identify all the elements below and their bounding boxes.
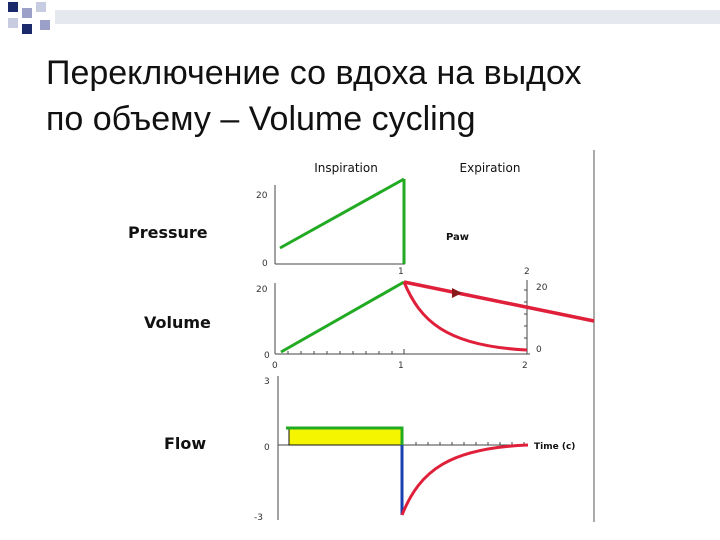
volume-panel: 20 0 20 0 [256,280,595,361]
pressure-expiration-line [403,280,595,323]
flow-tick-zero: 0 [264,443,270,453]
volume-right-minor-ticks [524,289,527,339]
flow-inspiration-line [286,426,404,445]
volume-tick-top: 20 [256,285,268,295]
pressure-label: Pressure [128,223,208,242]
time-tick-2-upper: 2 [524,267,530,277]
decor-square [8,18,18,28]
pressure-tick-top: 20 [256,191,268,201]
time-tick-2-lower: 2 [522,361,528,371]
decor-square [8,2,18,12]
time-axis-label: Time (c) [534,442,575,452]
title-decoration [0,0,720,44]
flow-label: Flow [164,434,206,453]
flow-expiration-curve [400,443,529,516]
decor-band [55,10,720,24]
volume-right-tick-top: 20 [536,283,548,293]
decor-square [36,2,46,12]
paw-label: Paw [446,232,469,243]
volume-right-tick-bottom: 0 [536,345,542,355]
flow-panel: 3 0 -3 Time (c) [254,376,575,523]
title-line-2: по объему – Volume cycling [46,100,476,138]
inspiration-header: Inspiration [314,161,378,175]
volume-tick-bottom: 0 [264,351,270,361]
time-tick-1-upper: 1 [398,267,404,277]
volume-inspiration-line [280,280,405,354]
expiration-header: Expiration [460,161,521,175]
volume-label: Volume [144,313,211,332]
decor-square [40,20,50,30]
flow-tick-bottom: -3 [254,513,263,523]
decor-square [22,8,32,18]
flow-tick-top: 3 [264,377,270,387]
expiration-arrowhead [452,288,462,298]
volume-expiration-curve [402,281,528,352]
flow-inspiration-area [288,427,403,446]
decor-square [22,24,32,34]
title-line-1: Переключение со вдоха на выдох [46,54,582,92]
pressure-tick-bottom: 0 [262,259,268,269]
time-tick-1-lower: 1 [398,361,404,371]
time-tick-0: 0 [272,361,278,371]
pressure-panel: 20 0 Paw [256,177,469,269]
slide-title: Переключение со вдоха на выдох по объему… [46,50,706,142]
volume-x-minor-ticks [287,349,528,354]
pressure-rise-line [279,177,405,250]
